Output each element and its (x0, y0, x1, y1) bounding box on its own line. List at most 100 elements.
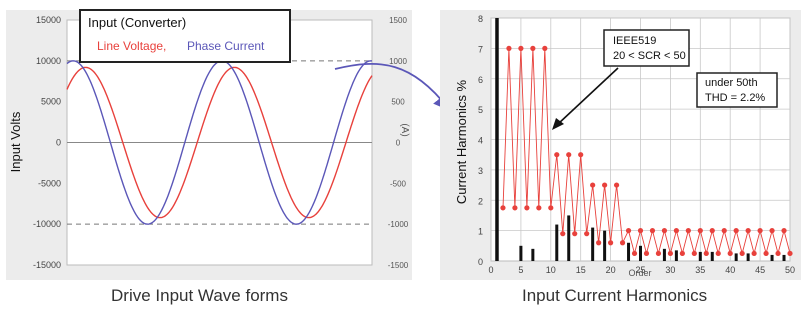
harmonic-bar (698, 251, 702, 261)
harmonic-bar (782, 254, 786, 261)
limit-point (703, 250, 709, 257)
harmonics-y-axis: 0 1 2 3 4 5 6 7 8 (478, 14, 483, 267)
harmonic-bar (603, 230, 607, 261)
connector-arrow (334, 63, 451, 111)
y-tick-label: 0 (56, 138, 61, 148)
thd-value: THD = 2.2% (705, 92, 765, 104)
y-tick-label: 6 (478, 75, 483, 85)
limit-point (685, 228, 691, 234)
limit-point (560, 231, 566, 237)
limit-point (631, 250, 638, 257)
y2-tick-label: 1000 (389, 57, 407, 66)
ieee519-box (603, 29, 690, 67)
x-tick-label: 20 (606, 265, 616, 275)
harmonic-bar (710, 251, 714, 261)
y-tick-label: 1 (478, 227, 483, 237)
limit-point (757, 228, 763, 234)
limit-point (512, 205, 518, 211)
limit-point (667, 250, 674, 257)
limit-point (548, 205, 554, 211)
ieee519-label: IEEE519 (613, 35, 656, 47)
ieee519-pointer (557, 67, 619, 125)
limit-point (745, 228, 751, 234)
x-tick-label: 10 (546, 265, 556, 275)
harmonic-bar (674, 250, 678, 261)
harmonic-bar (495, 18, 499, 261)
harmonic-bar (531, 248, 535, 261)
limit-point (619, 240, 626, 246)
y2-tick-label: -1000 (388, 220, 409, 229)
y-tick-label: 10000 (36, 56, 61, 66)
y-tick-label: 15000 (36, 15, 61, 25)
waveform-left-axis: 15000 10000 5000 0 -5000 -10000 -15000 (33, 15, 61, 270)
x-tick-label: 35 (695, 265, 705, 275)
limit-point (637, 228, 644, 234)
y-tick-label: -5000 (38, 178, 61, 188)
y-tick-label: 5000 (41, 97, 61, 107)
y2-tick-label: -500 (390, 179, 407, 188)
limit-point (554, 152, 560, 158)
x-tick-label: 30 (665, 265, 675, 275)
x-tick-label: 25 (635, 265, 645, 275)
y-tick-label: 4 (478, 136, 483, 146)
harmonics-x-axis: 0 5 10 15 20 25 30 35 40 45 50 (488, 265, 795, 275)
y-tick-label: -10000 (33, 219, 61, 229)
limit-point (727, 250, 733, 257)
limit-point (518, 45, 524, 51)
waveform-y2-axis-label: (A) (399, 123, 410, 136)
harmonic-bar (770, 254, 774, 261)
harmonic-bar (639, 245, 642, 261)
harmonic-bar (591, 227, 595, 261)
waveform-legend: Input (Converter) Line Voltage, Phase Cu… (79, 9, 291, 63)
y-tick-label: 0 (478, 257, 483, 267)
limit-point (679, 250, 685, 257)
limit-point (709, 228, 715, 234)
limit-point (542, 45, 548, 51)
limit-point (655, 250, 662, 257)
limit-point (625, 228, 632, 234)
y-tick-label: 8 (478, 14, 483, 24)
limit-point (530, 45, 536, 51)
y2-tick-label: 0 (396, 139, 401, 148)
waveform-right-axis: 1500 1000 500 0 -500 -1000 -1500 (388, 16, 409, 270)
ieee519-annotation: IEEE519 20 < SCR < 50 (552, 29, 690, 130)
limit-point (781, 228, 787, 234)
limit-point (787, 250, 793, 257)
harmonic-bar (627, 242, 631, 261)
limit-point (769, 228, 775, 234)
harmonic-bar (567, 215, 571, 261)
ieee519-limit-series (500, 45, 793, 257)
y2-tick-label: -1500 (388, 261, 409, 270)
limit-point (506, 45, 512, 51)
waveform-grid (67, 60, 372, 225)
y-tick-label: 7 (478, 44, 483, 54)
legend-box (79, 9, 291, 63)
limit-point (763, 250, 769, 257)
limit-point (500, 205, 506, 211)
x-tick-label: 15 (576, 265, 586, 275)
y2-tick-label: 1500 (389, 16, 407, 25)
line-voltage-series (66, 66, 373, 219)
limit-point (733, 228, 739, 234)
waveform-y-axis-label: Input Volts (8, 111, 23, 172)
limit-point (691, 250, 697, 257)
limit-point (572, 231, 578, 237)
limit-point (613, 182, 620, 188)
harmonics-bars (495, 18, 786, 261)
limit-point (673, 228, 679, 234)
limit-point (590, 182, 596, 188)
limit-point (649, 228, 656, 234)
limit-point (566, 152, 572, 158)
limit-point (697, 228, 703, 234)
limit-point (524, 205, 530, 211)
waveform-caption: Drive Input Wave forms (111, 286, 288, 305)
harmonic-bar (555, 224, 559, 261)
y-tick-label: 5 (478, 105, 483, 115)
limit-point (578, 152, 584, 158)
harmonic-bar (734, 253, 738, 261)
limit-point (584, 231, 590, 237)
limit-point (536, 205, 542, 211)
limit-point (602, 182, 608, 188)
